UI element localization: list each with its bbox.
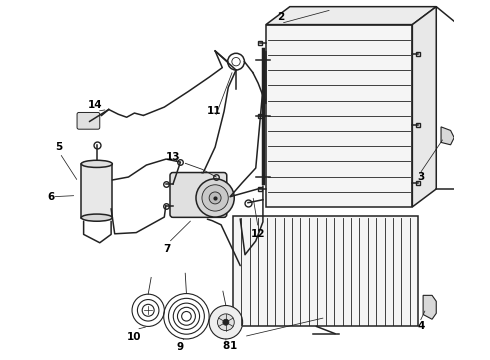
Circle shape [209,306,243,339]
Text: 5: 5 [55,142,62,152]
Text: 12: 12 [251,229,266,239]
Polygon shape [441,127,454,145]
Text: 13: 13 [166,152,180,162]
Bar [81,164,112,218]
Text: 3: 3 [417,172,425,182]
Circle shape [218,314,234,330]
Circle shape [196,179,234,217]
FancyBboxPatch shape [77,112,100,129]
Text: 14: 14 [88,100,103,110]
Ellipse shape [81,160,112,167]
Bar [266,24,413,207]
Text: 11: 11 [207,106,221,116]
Circle shape [223,319,229,325]
Circle shape [209,192,221,204]
Text: 9: 9 [177,342,184,352]
Text: 2: 2 [277,13,285,22]
Text: 6: 6 [47,192,54,202]
Text: 10: 10 [127,332,142,342]
Polygon shape [413,7,436,207]
Text: 1: 1 [229,341,237,351]
FancyBboxPatch shape [170,172,227,217]
Polygon shape [423,295,436,319]
Text: 7: 7 [164,244,171,254]
Bar [233,216,418,327]
Text: 4: 4 [417,321,425,332]
Circle shape [202,185,228,211]
Ellipse shape [81,214,112,221]
Polygon shape [266,7,436,24]
Text: 8: 8 [222,341,229,351]
